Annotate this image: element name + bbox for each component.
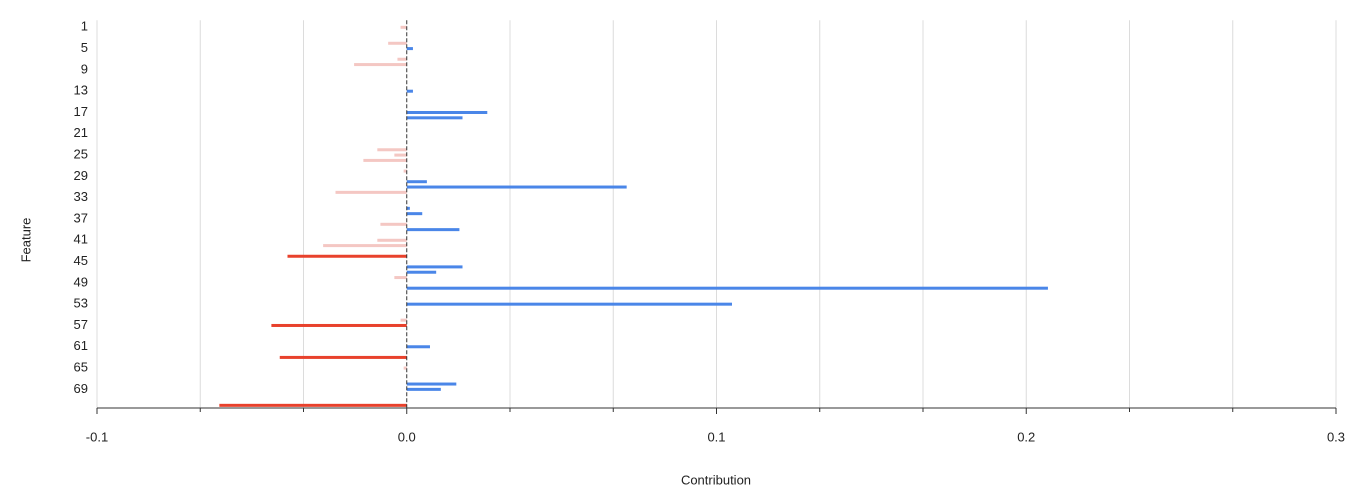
- x-tick-label: 0.0: [398, 429, 416, 444]
- bar: [394, 276, 407, 280]
- bar: [377, 148, 407, 152]
- x-tick-label: 0.1: [707, 429, 725, 444]
- bar: [406, 212, 423, 216]
- bar: [287, 254, 407, 258]
- bar: [394, 153, 407, 157]
- y-tick-label: 57: [74, 317, 88, 332]
- bar: [271, 323, 407, 327]
- bar: [406, 270, 437, 274]
- bar: [406, 382, 457, 386]
- y-tick-label: 53: [74, 296, 88, 311]
- y-tick-label: 41: [74, 232, 88, 247]
- bar: [397, 57, 407, 61]
- bar: [406, 89, 413, 93]
- bar: [400, 25, 407, 29]
- y-tick-label: 17: [74, 104, 88, 119]
- x-tick-label: 0.2: [1017, 429, 1035, 444]
- y-axis-label: Feature: [18, 218, 33, 263]
- bar: [406, 345, 430, 349]
- y-tick-label: 5: [81, 40, 88, 55]
- y-tick-label: 33: [74, 189, 88, 204]
- bar: [406, 286, 1048, 290]
- bar: [400, 318, 407, 322]
- bar: [406, 47, 413, 51]
- y-tick-label: 1: [81, 19, 88, 34]
- x-tick-label: -0.1: [86, 429, 108, 444]
- bar: [363, 158, 407, 162]
- y-tick-label: 13: [74, 83, 88, 98]
- y-tick-label: 37: [74, 210, 88, 225]
- y-tick-label: 29: [74, 168, 88, 183]
- bar: [406, 180, 427, 184]
- bar: [406, 228, 460, 232]
- y-tick-label: 21: [74, 125, 88, 140]
- bar: [323, 244, 407, 248]
- bar: [406, 206, 410, 210]
- bar: [335, 190, 407, 194]
- x-tick-label: 0.3: [1327, 429, 1345, 444]
- bar: [406, 265, 463, 269]
- bar: [406, 116, 463, 120]
- bar: [406, 387, 441, 391]
- y-tick-label: 65: [74, 360, 88, 375]
- bar: [403, 169, 407, 173]
- bar: [403, 366, 407, 370]
- x-axis-label: Contribution: [681, 472, 751, 487]
- bar: [406, 110, 488, 114]
- bar: [354, 63, 407, 67]
- bar: [406, 302, 732, 306]
- bar: [406, 185, 627, 189]
- bar: [377, 238, 407, 242]
- y-tick-label: 45: [74, 253, 88, 268]
- bar: [380, 222, 407, 226]
- bar: [279, 355, 407, 359]
- y-tick-label: 25: [74, 147, 88, 162]
- y-tick-label: 69: [74, 381, 88, 396]
- bar: [219, 403, 407, 407]
- y-tick-label: 49: [74, 274, 88, 289]
- bar: [388, 41, 407, 45]
- y-tick-label: 9: [81, 61, 88, 76]
- y-tick-label: 61: [74, 338, 88, 353]
